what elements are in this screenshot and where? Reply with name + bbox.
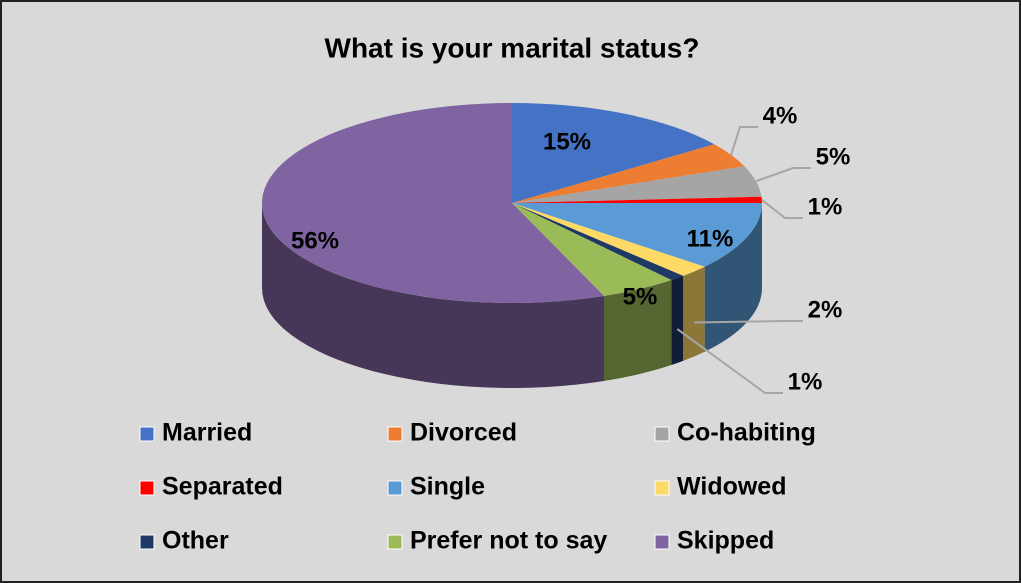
data-label: 56% <box>291 227 339 254</box>
legend-label: Married <box>162 419 252 447</box>
data-label: 1% <box>788 368 823 395</box>
legend-label: Other <box>162 527 229 555</box>
pie-slice <box>512 203 672 296</box>
legend-swatch <box>139 534 155 550</box>
pie-slice <box>262 103 605 303</box>
data-label: 5% <box>623 283 658 310</box>
legend-label: Widowed <box>677 473 787 501</box>
leader-line <box>676 328 783 394</box>
leader-line <box>694 320 803 324</box>
legend-label: Separated <box>162 473 283 501</box>
legend-swatch <box>139 426 155 442</box>
chart-title: What is your marital status? <box>325 32 700 63</box>
data-label: 1% <box>808 193 843 220</box>
leader-line <box>730 126 758 156</box>
legend-swatch <box>387 534 403 550</box>
data-label: 5% <box>816 143 851 170</box>
pie-slice <box>512 144 745 203</box>
pie-slice <box>512 103 715 203</box>
legend-swatch <box>387 480 403 496</box>
legend-swatch <box>139 480 155 496</box>
pie-side <box>604 280 672 381</box>
pie-side <box>704 203 762 352</box>
leader-line <box>755 167 811 183</box>
data-label: 4% <box>763 102 798 129</box>
pie-slice <box>512 203 684 281</box>
pie-side <box>671 275 684 366</box>
data-label: 11% <box>687 225 734 252</box>
legend-label: Skipped <box>677 527 774 555</box>
pie-slice <box>512 203 762 267</box>
legend-swatch <box>654 426 670 442</box>
legend-label: Single <box>410 473 485 501</box>
data-label: 15% <box>543 128 591 155</box>
pie-side <box>262 203 605 388</box>
data-label: 2% <box>808 296 843 323</box>
legend-swatch <box>387 426 403 442</box>
pie-slice <box>512 196 762 203</box>
legend-swatch <box>654 534 670 550</box>
legend-label: Divorced <box>410 419 517 447</box>
pie-slice <box>512 203 705 276</box>
pie-slice <box>512 166 762 203</box>
legend-swatch <box>654 480 670 496</box>
legend-label: Co-habiting <box>677 419 816 447</box>
legend-label: Prefer not to say <box>410 527 607 555</box>
leader-line <box>761 199 803 219</box>
